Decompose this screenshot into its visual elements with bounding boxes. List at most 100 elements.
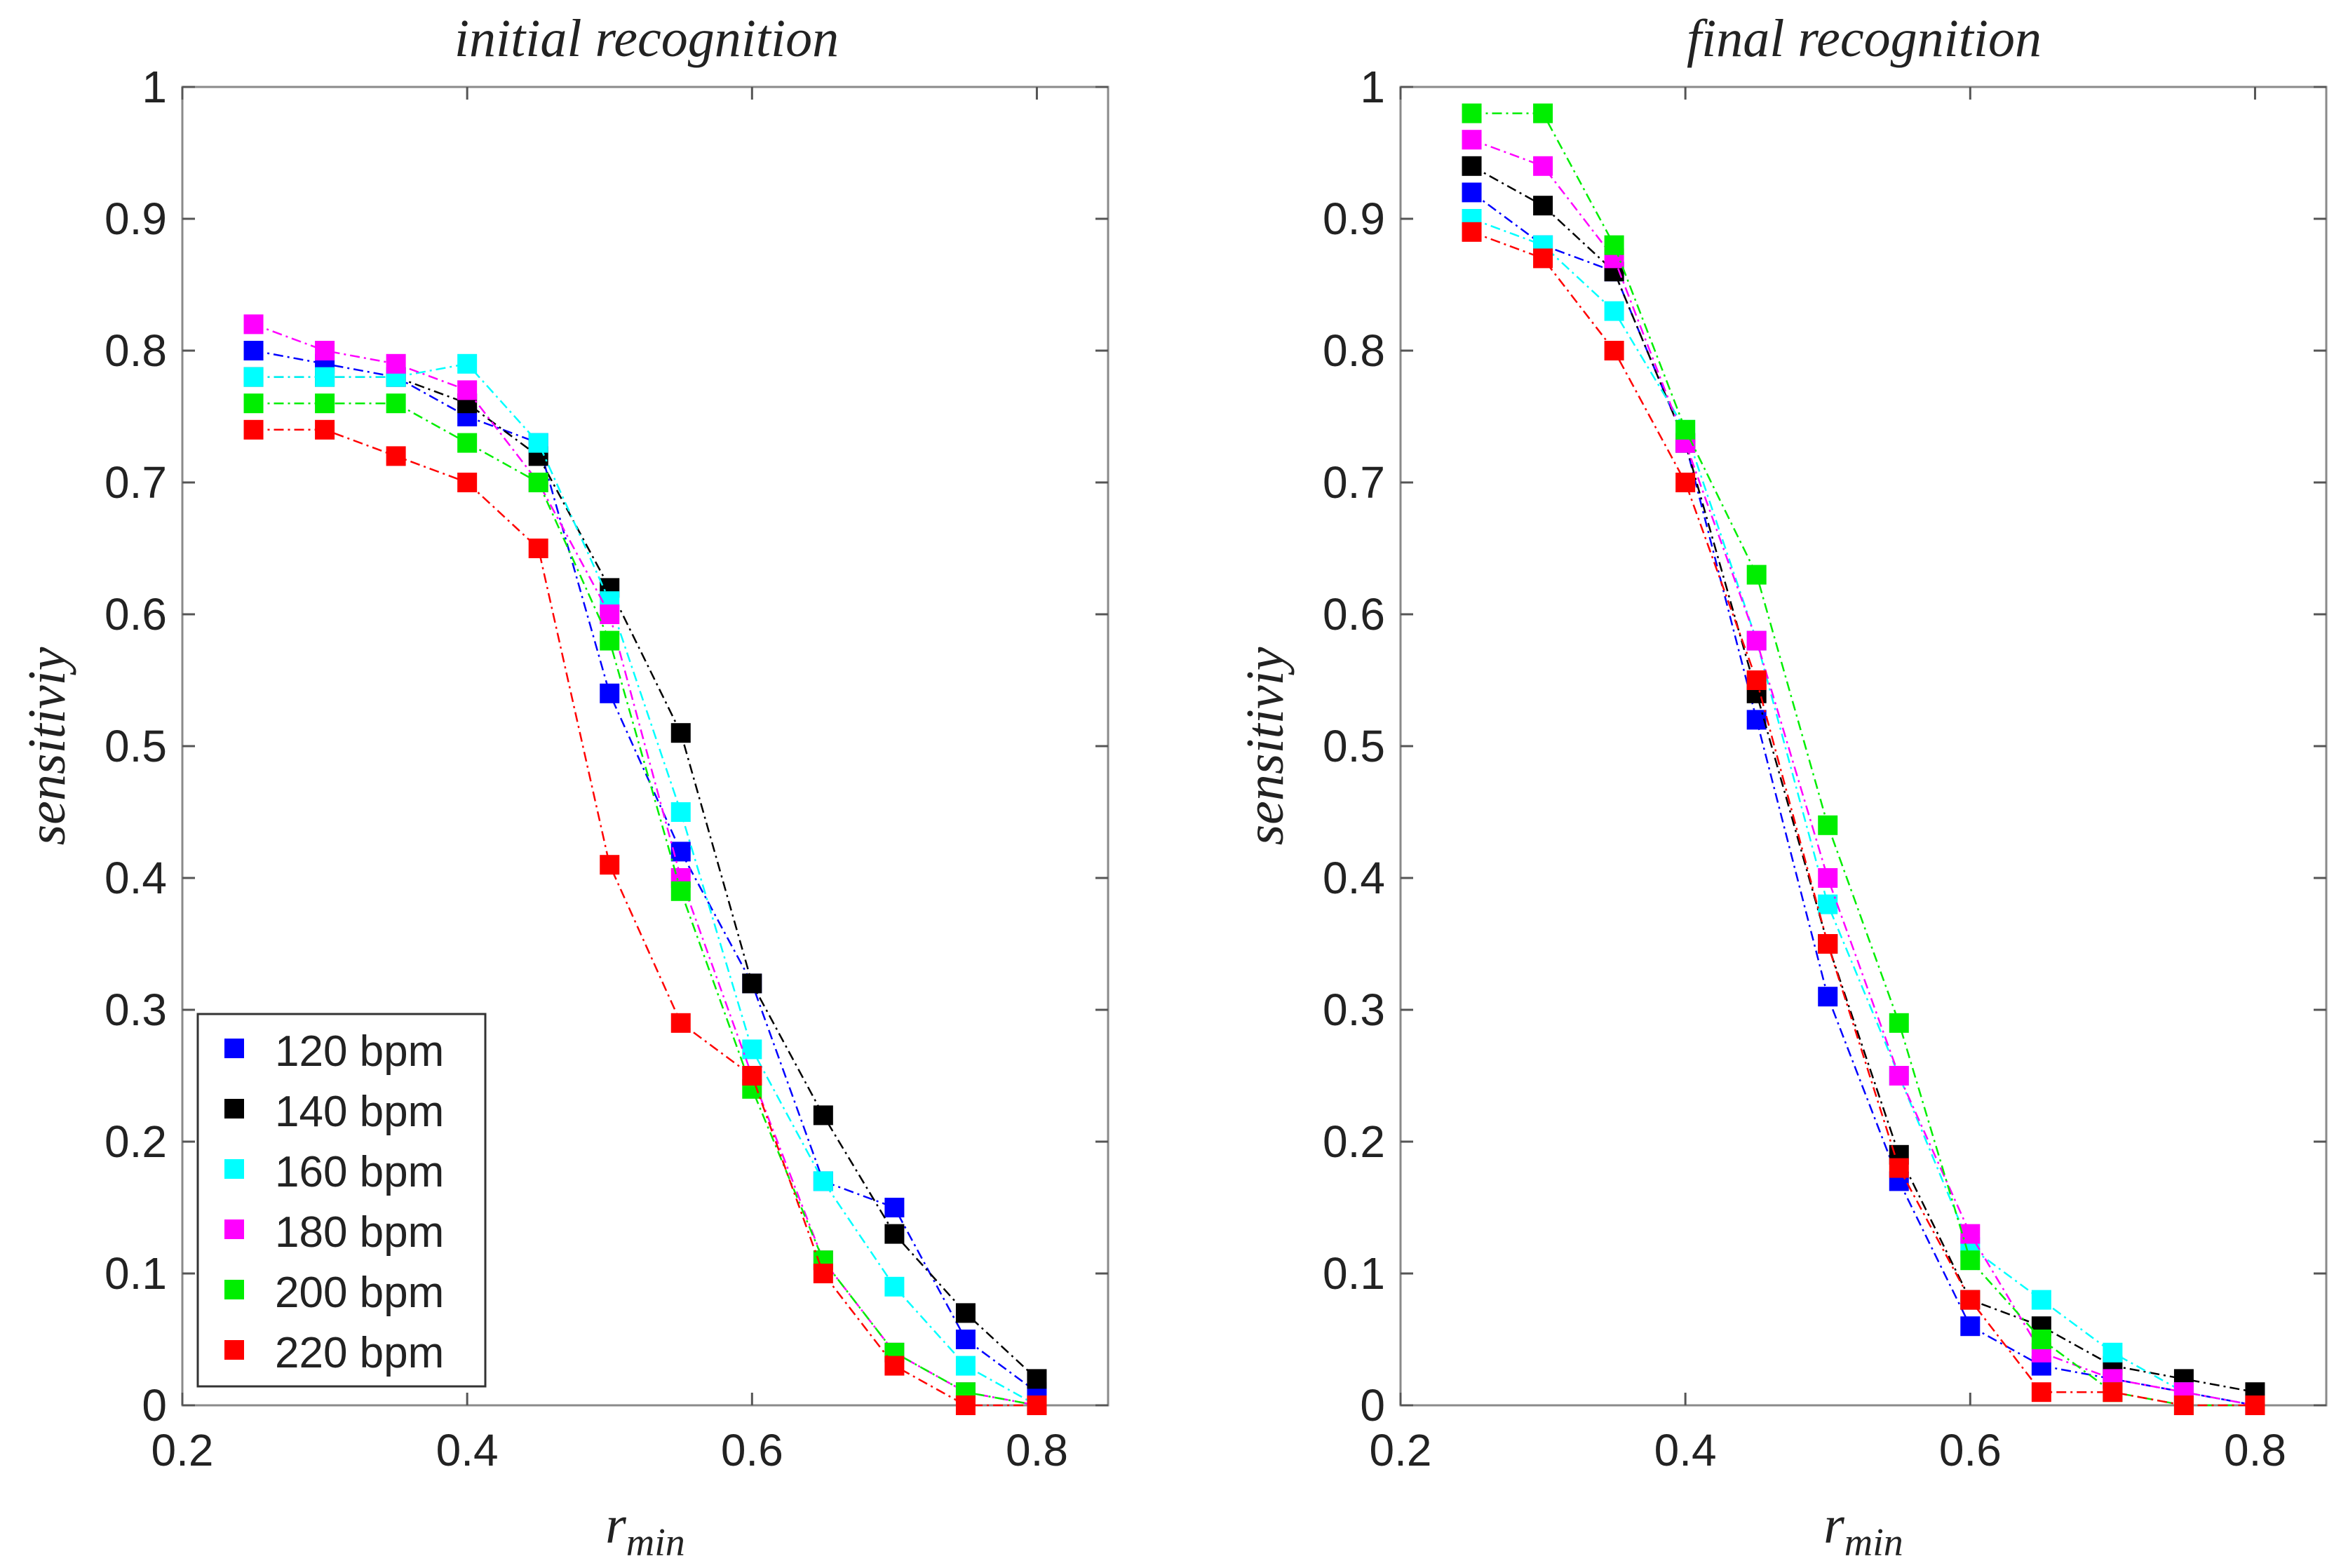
data-point xyxy=(315,341,335,360)
y-tick-label: 0.9 xyxy=(104,194,167,244)
series-line xyxy=(253,402,1037,1407)
legend-marker xyxy=(224,1039,244,1058)
data-point xyxy=(528,539,548,558)
data-point xyxy=(315,419,335,440)
data-point xyxy=(1818,815,1838,835)
data-point xyxy=(1027,1395,1047,1415)
data-point xyxy=(813,1264,833,1283)
legend-label: 120 bpm xyxy=(275,1027,444,1076)
y-tick-label: 0.5 xyxy=(1323,721,1385,771)
series xyxy=(243,419,1047,1415)
y-tick-label: 0.8 xyxy=(104,325,167,376)
data-point xyxy=(457,380,478,400)
data-point xyxy=(1960,1316,1981,1337)
y-tick-label: 0.7 xyxy=(104,457,167,508)
data-point xyxy=(2173,1395,2194,1415)
data-point xyxy=(1533,248,1553,269)
data-point xyxy=(1889,1013,1909,1033)
data-point xyxy=(2031,1382,2051,1403)
data-point xyxy=(670,723,691,743)
legend-label: 180 bpm xyxy=(275,1208,444,1257)
data-point xyxy=(670,1013,691,1033)
data-point xyxy=(600,604,620,624)
data-point xyxy=(813,1171,833,1191)
axis-ticks xyxy=(181,86,1108,1407)
data-point xyxy=(670,802,691,822)
x-tick-labels: 0.2 0.4 0.6 0.8 xyxy=(1370,1425,2286,1475)
data-point xyxy=(1533,156,1553,176)
data-point xyxy=(528,473,548,492)
x-tick-label: 0.2 xyxy=(151,1425,214,1475)
legend-entry: 220 bpm xyxy=(224,1329,444,1377)
y-axis-label: sensitiviy xyxy=(18,647,76,845)
x-tick-label: 0.6 xyxy=(721,1425,783,1475)
y-tick-label: 0.9 xyxy=(1323,194,1385,244)
data-point xyxy=(955,1330,976,1349)
data-point xyxy=(1818,987,1838,1007)
y-tick-label: 0.3 xyxy=(104,985,167,1035)
data-point xyxy=(884,1224,905,1244)
legend-label: 200 bpm xyxy=(275,1269,444,1317)
series-line xyxy=(253,428,1037,1407)
data-point xyxy=(1889,1066,1909,1086)
legend-marker xyxy=(224,1219,244,1239)
data-point xyxy=(1604,301,1624,321)
data-point xyxy=(1462,156,1482,176)
series-layer xyxy=(1462,103,2265,1415)
y-tick-label: 0.3 xyxy=(1323,985,1385,1035)
data-point xyxy=(243,419,264,440)
y-tick-label: 0.4 xyxy=(104,853,167,903)
legend-marker xyxy=(224,1340,244,1360)
legend-entry: 120 bpm xyxy=(224,1027,444,1076)
data-point xyxy=(1462,222,1482,242)
y-tick-label: 0.2 xyxy=(1323,1116,1385,1167)
legend-box xyxy=(196,1013,487,1388)
data-point xyxy=(457,473,478,492)
series xyxy=(243,353,1047,1415)
x-tick-label: 0.6 xyxy=(1939,1425,2002,1475)
data-point xyxy=(600,630,620,651)
legend-label: 220 bpm xyxy=(275,1329,444,1377)
y-tick-label: 0.5 xyxy=(104,721,167,771)
data-point xyxy=(243,393,264,414)
x-tick-label: 0.8 xyxy=(1006,1425,1068,1475)
series-line xyxy=(1471,217,2255,1407)
data-point xyxy=(315,367,335,387)
data-point xyxy=(1462,182,1482,203)
chart-title: final recognition xyxy=(1687,9,2042,68)
data-point xyxy=(600,683,620,703)
legend-label: 140 bpm xyxy=(275,1088,444,1136)
legend-entry: 140 bpm xyxy=(224,1088,444,1136)
data-point xyxy=(386,446,406,466)
y-tick-labels: 0 0.1 0.2 0.3 0.4 0.5 0.6 0.7 0.8 0.9 1 xyxy=(1323,62,1385,1431)
legend-entry: 160 bpm xyxy=(224,1148,444,1196)
y-tick-label: 0.2 xyxy=(104,1116,167,1167)
y-tick-label: 0.7 xyxy=(1323,457,1385,508)
data-point xyxy=(884,1276,905,1297)
data-point xyxy=(1604,341,1624,360)
data-point xyxy=(2031,1290,2051,1310)
data-point xyxy=(1960,1250,1981,1271)
data-point xyxy=(528,433,548,453)
y-tick-label: 0 xyxy=(142,1380,167,1431)
data-point xyxy=(1818,934,1838,954)
legend: 120 bpm 140 bpm 160 bpm 180 bpm 200 bpm xyxy=(196,1013,487,1388)
data-point xyxy=(1889,1158,1909,1178)
data-point xyxy=(457,353,478,374)
series-line xyxy=(1471,165,2255,1393)
data-point xyxy=(670,881,691,901)
x-tick-label: 0.4 xyxy=(436,1425,499,1475)
data-point xyxy=(813,1105,833,1126)
data-point xyxy=(1533,196,1553,216)
data-point xyxy=(955,1395,976,1415)
data-point xyxy=(1746,670,1767,690)
data-point xyxy=(884,1198,905,1217)
data-point xyxy=(2103,1342,2123,1363)
data-point xyxy=(243,314,264,334)
data-point xyxy=(955,1303,976,1323)
data-point xyxy=(2031,1330,2051,1349)
data-point xyxy=(1960,1224,1981,1244)
data-point xyxy=(1675,419,1696,440)
data-point xyxy=(1533,103,1553,123)
data-point xyxy=(1675,473,1696,492)
